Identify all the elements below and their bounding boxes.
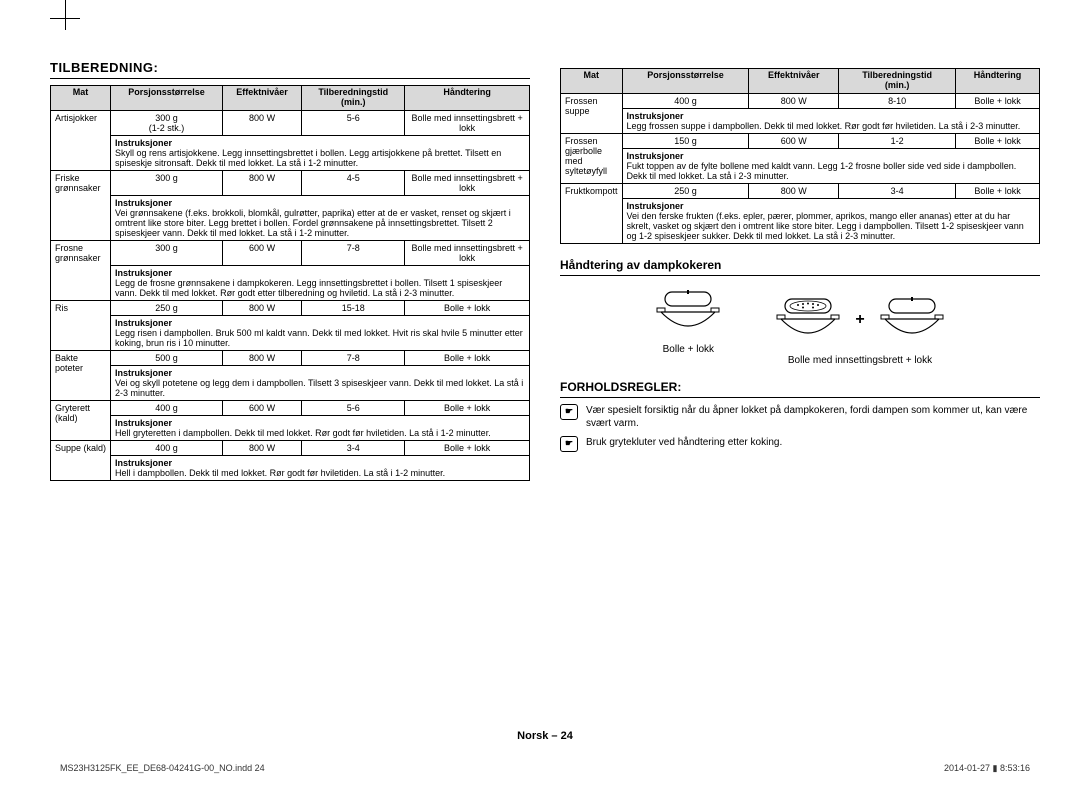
food-cell: Frossensuppe xyxy=(561,93,623,133)
portion-cell: 300 g(1-2 stk.) xyxy=(111,110,223,135)
power-cell: 600 W xyxy=(222,240,301,265)
bowl-tray-lid-icon xyxy=(773,293,843,348)
time-cell: 3-4 xyxy=(302,440,405,455)
food-cell: Artisjokker xyxy=(51,110,111,170)
bowl-lid-icon-2 xyxy=(877,293,947,348)
plus-icon: + xyxy=(855,311,864,329)
portion-cell: 250 g xyxy=(111,300,223,315)
date-meta: 2014-01-27 ▮ 8:53:16 xyxy=(944,763,1030,774)
food-cell: Gryterett(kald) xyxy=(51,400,111,440)
col-header: Håndtering xyxy=(956,69,1040,94)
power-cell: 800 W xyxy=(749,183,839,198)
food-cell: Fruktkompott xyxy=(561,183,623,243)
instruction-cell: InstruksjonerLegg risen i dampbollen. Br… xyxy=(111,315,530,350)
col-header: Tilberedningstid(min.) xyxy=(302,86,405,111)
power-cell: 800 W xyxy=(749,93,839,108)
time-cell: 1-2 xyxy=(839,133,956,148)
instruction-cell: InstruksjonerVei grønnsakene (f.eks. bro… xyxy=(111,195,530,240)
precaution-item: ☛ Vær spesielt forsiktig når du åpner lo… xyxy=(560,404,1040,430)
subsection-handling: Håndtering av dampkokeren xyxy=(560,258,1040,276)
instruction-cell: InstruksjonerHell gryteretten i dampboll… xyxy=(111,415,530,440)
page-footer: Norsk – 24 xyxy=(50,730,1040,742)
portion-cell: 400 g xyxy=(622,93,749,108)
portion-cell: 300 g xyxy=(111,240,223,265)
handling-cell: Bolle + lokk xyxy=(405,350,530,365)
caution-icon: ☛ xyxy=(560,404,578,420)
time-cell: 3-4 xyxy=(839,183,956,198)
handling-cell: Bolle + lokk xyxy=(956,133,1040,148)
portion-cell: 150 g xyxy=(622,133,749,148)
handling-cell: Bolle med innsettingsbrett + lokk xyxy=(405,110,530,135)
instruction-cell: InstruksjonerHell i dampbollen. Dekk til… xyxy=(111,455,530,480)
food-cell: Frosnegrønnsaker xyxy=(51,240,111,300)
col-header: Effektnivåer xyxy=(749,69,839,94)
diagram-right-label: Bolle med innsettingsbrett + lokk xyxy=(680,355,1040,366)
section-title: TILBEREDNING: xyxy=(50,60,530,79)
steamer-diagram: Bolle + lokk + xyxy=(560,286,1040,355)
time-cell: 7-8 xyxy=(302,350,405,365)
diagram-left-label: Bolle + lokk xyxy=(653,344,723,355)
subsection-precautions: FORHOLDSREGLER: xyxy=(560,380,1040,398)
food-cell: Frossengjærbollemedsyltetøyfyll xyxy=(561,133,623,183)
time-cell: 4-5 xyxy=(302,170,405,195)
instruction-cell: InstruksjonerLegg frossen suppe i dampbo… xyxy=(622,108,1039,133)
cooking-table-left: MatPorsjonsstørrelseEffektnivåerTilbered… xyxy=(50,85,530,481)
power-cell: 600 W xyxy=(749,133,839,148)
food-cell: Ris xyxy=(51,300,111,350)
col-header: Porsjonsstørrelse xyxy=(622,69,749,94)
power-cell: 800 W xyxy=(222,440,301,455)
bowl-lid-icon xyxy=(653,286,723,341)
time-cell: 15-18 xyxy=(302,300,405,315)
food-cell: Friskegrønnsaker xyxy=(51,170,111,240)
precaution-item: ☛ Bruk grytekluter ved håndtering etter … xyxy=(560,436,1040,452)
col-header: Mat xyxy=(51,86,111,111)
col-header: Håndtering xyxy=(405,86,530,111)
col-header: Tilberedningstid(min.) xyxy=(839,69,956,94)
handling-cell: Bolle med innsettingsbrett + lokk xyxy=(405,240,530,265)
instruction-cell: InstruksjonerFukt toppen av de fylte bol… xyxy=(622,148,1039,183)
time-cell: 8-10 xyxy=(839,93,956,108)
time-cell: 5-6 xyxy=(302,110,405,135)
col-header: Effektnivåer xyxy=(222,86,301,111)
portion-cell: 250 g xyxy=(622,183,749,198)
time-cell: 5-6 xyxy=(302,400,405,415)
cooking-table-right: MatPorsjonsstørrelseEffektnivåerTilbered… xyxy=(560,68,1040,244)
instruction-cell: InstruksjonerVei den ferske frukten (f.e… xyxy=(622,198,1039,243)
power-cell: 800 W xyxy=(222,300,301,315)
time-cell: 7-8 xyxy=(302,240,405,265)
instruction-cell: InstruksjonerVei og skyll potetene og le… xyxy=(111,365,530,400)
precaution-text: Vær spesielt forsiktig når du åpner lokk… xyxy=(586,404,1040,430)
col-header: Porsjonsstørrelse xyxy=(111,86,223,111)
handling-cell: Bolle + lokk xyxy=(405,400,530,415)
instruction-cell: InstruksjonerSkyll og rens artisjokkene.… xyxy=(111,135,530,170)
file-meta: MS23H3125FK_EE_DE68-04241G-00_NO.indd 24 xyxy=(60,763,265,774)
handling-cell: Bolle + lokk xyxy=(405,300,530,315)
col-header: Mat xyxy=(561,69,623,94)
handling-cell: Bolle + lokk xyxy=(405,440,530,455)
handling-cell: Bolle + lokk xyxy=(956,183,1040,198)
caution-icon: ☛ xyxy=(560,436,578,452)
power-cell: 800 W xyxy=(222,350,301,365)
power-cell: 800 W xyxy=(222,170,301,195)
precaution-text: Bruk grytekluter ved håndtering etter ko… xyxy=(586,436,782,449)
handling-cell: Bolle + lokk xyxy=(956,93,1040,108)
portion-cell: 400 g xyxy=(111,440,223,455)
food-cell: Suppe (kald) xyxy=(51,440,111,480)
handling-cell: Bolle med innsettingsbrett + lokk xyxy=(405,170,530,195)
power-cell: 800 W xyxy=(222,110,301,135)
portion-cell: 500 g xyxy=(111,350,223,365)
instruction-cell: InstruksjonerLegg de frosne grønnsakene … xyxy=(111,265,530,300)
food-cell: Baktepoteter xyxy=(51,350,111,400)
portion-cell: 300 g xyxy=(111,170,223,195)
portion-cell: 400 g xyxy=(111,400,223,415)
power-cell: 600 W xyxy=(222,400,301,415)
